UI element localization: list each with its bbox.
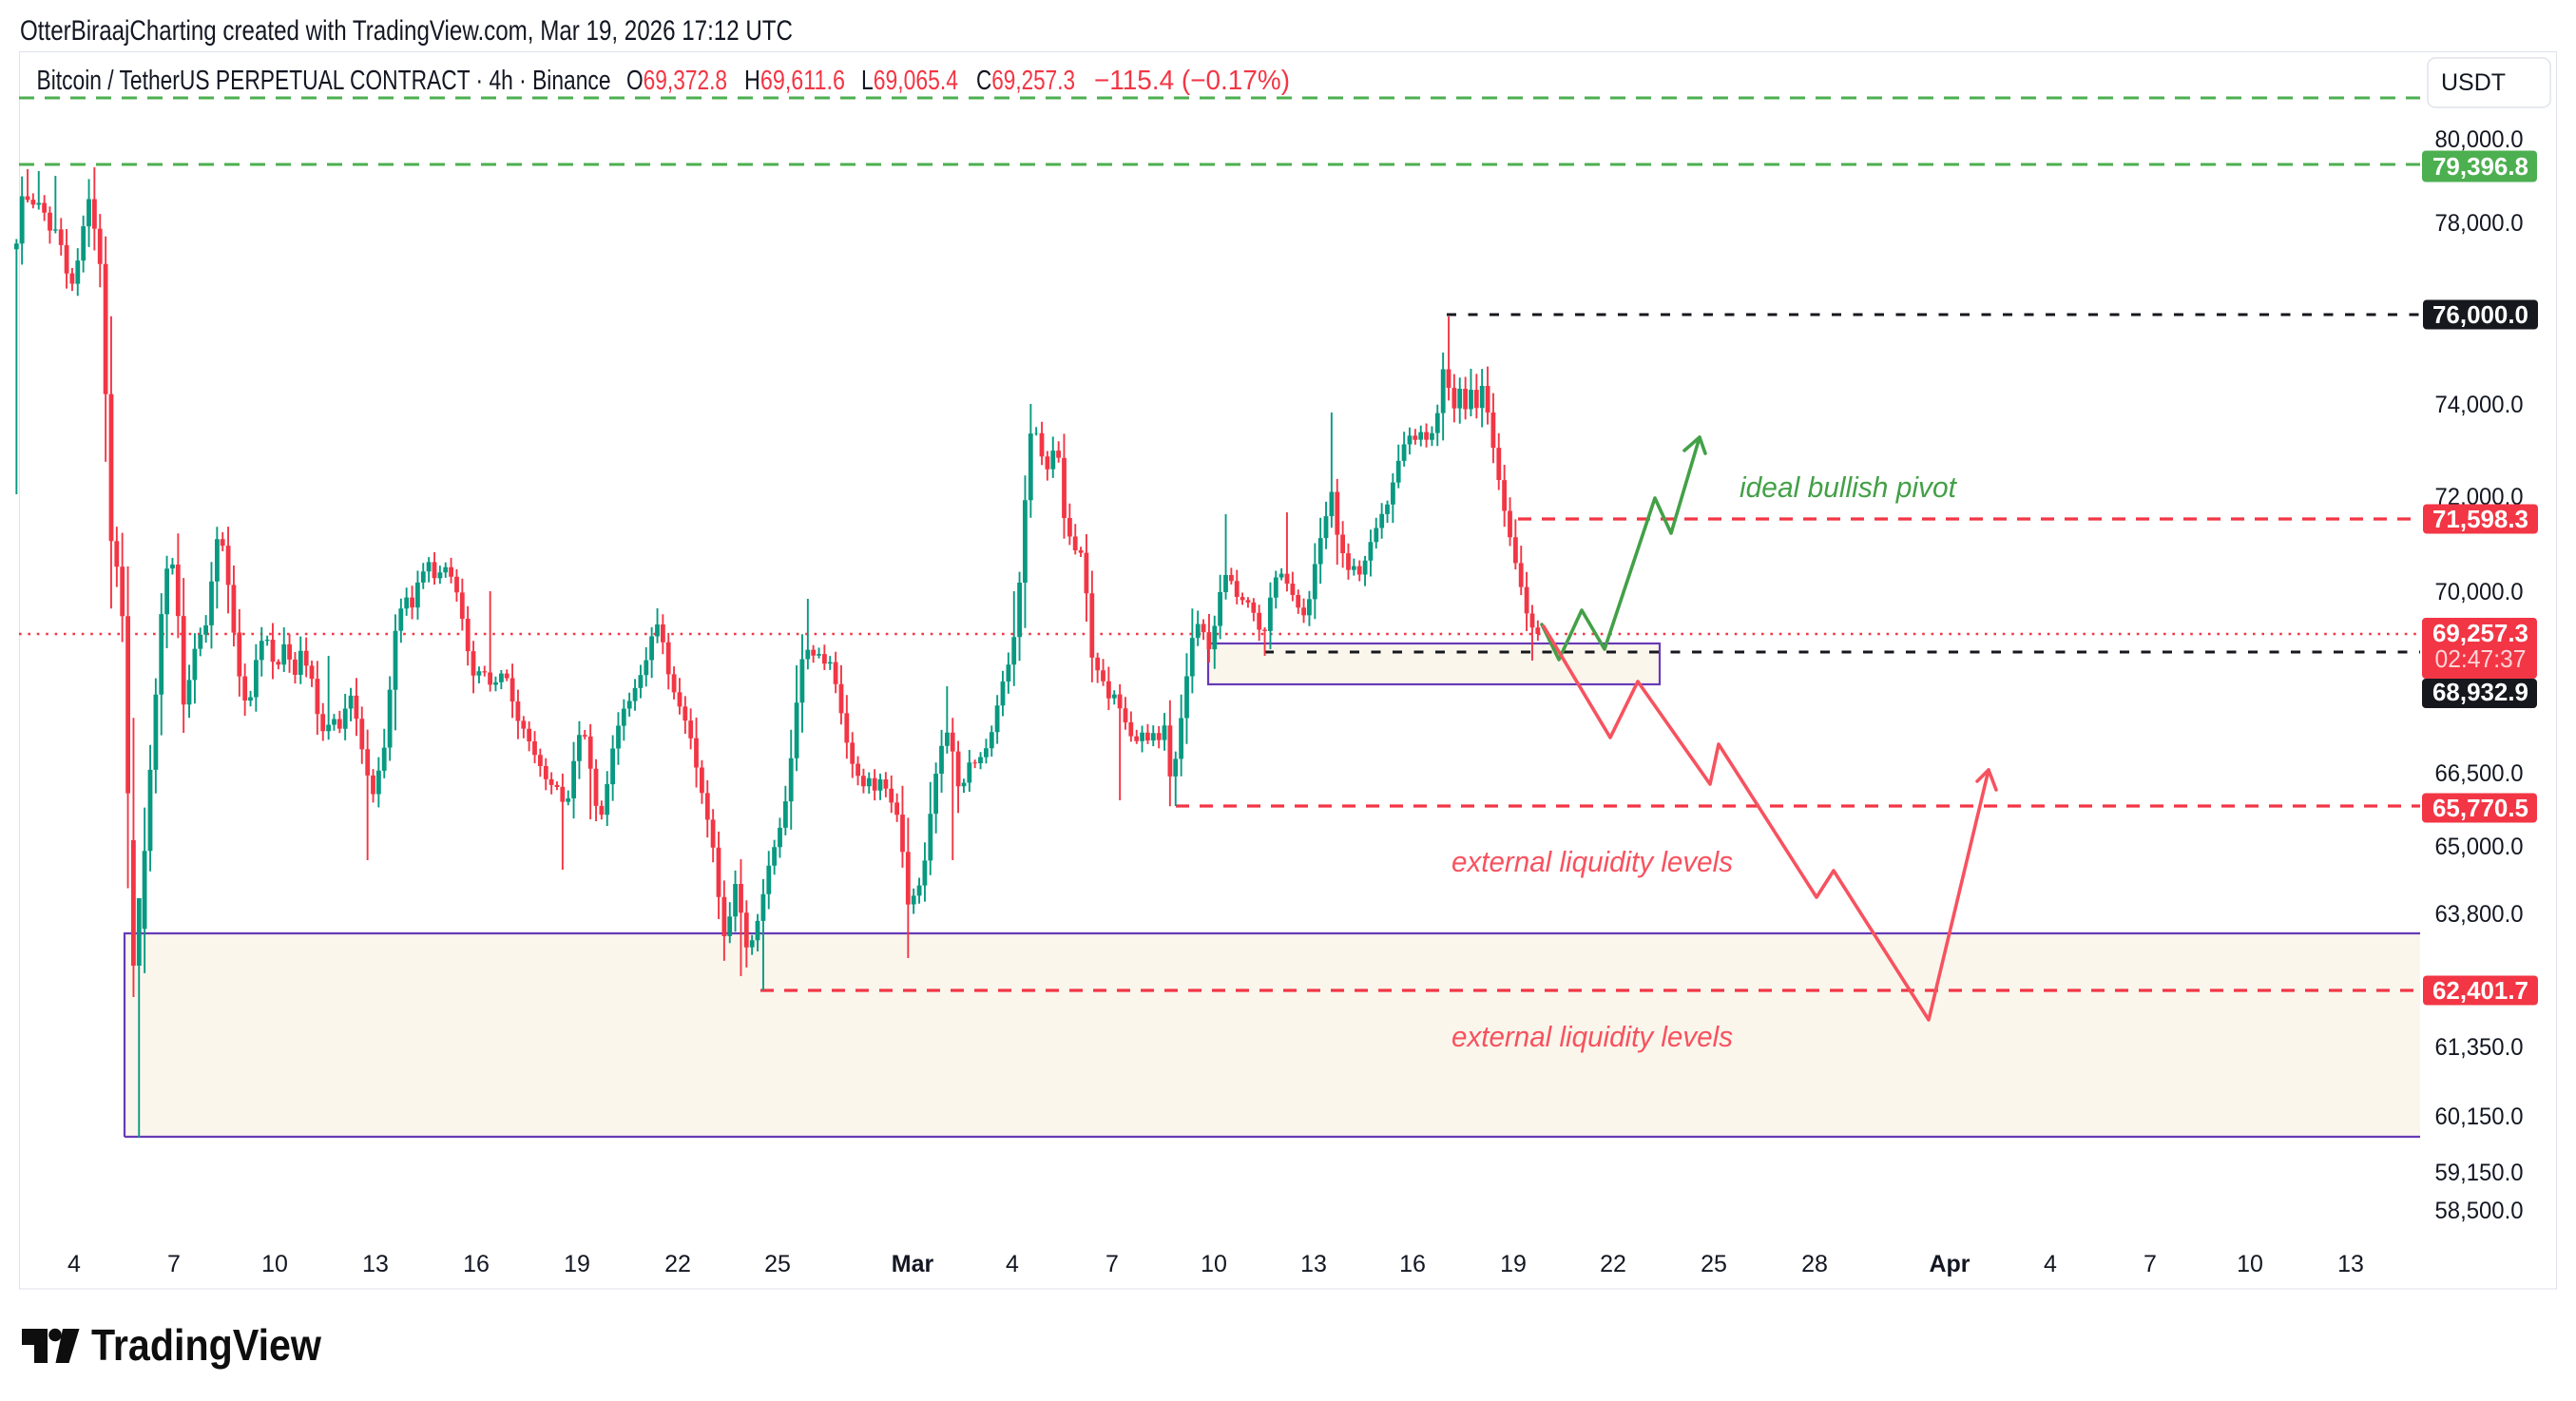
svg-text:O69,372.8: O69,372.8 (626, 66, 727, 96)
svg-text:C69,257.3: C69,257.3 (976, 66, 1075, 96)
svg-text:79,396.8: 79,396.8 (2432, 152, 2528, 181)
svg-text:25: 25 (1701, 1251, 1727, 1277)
svg-text:H69,611.6: H69,611.6 (744, 66, 845, 96)
svg-text:7: 7 (2143, 1251, 2157, 1277)
svg-text:22: 22 (664, 1251, 691, 1277)
svg-text:4: 4 (2044, 1251, 2057, 1277)
svg-text:59,150.0: 59,150.0 (2435, 1160, 2524, 1186)
svg-text:69,257.3: 69,257.3 (2432, 619, 2528, 647)
svg-text:65,000.0: 65,000.0 (2435, 834, 2524, 860)
svg-text:13: 13 (362, 1251, 389, 1277)
svg-text:10: 10 (2237, 1251, 2263, 1277)
svg-text:60,150.0: 60,150.0 (2435, 1104, 2524, 1130)
svg-text:19: 19 (564, 1251, 590, 1277)
svg-text:74,000.0: 74,000.0 (2435, 392, 2524, 418)
svg-text:80,000.0: 80,000.0 (2435, 126, 2524, 153)
svg-text:70,000.0: 70,000.0 (2435, 579, 2524, 605)
svg-text:7: 7 (167, 1251, 181, 1277)
svg-text:L69,065.4: L69,065.4 (861, 66, 958, 96)
svg-text:66,500.0: 66,500.0 (2435, 760, 2524, 787)
svg-text:16: 16 (1399, 1251, 1426, 1277)
svg-text:USDT: USDT (2441, 69, 2506, 96)
svg-text:Apr: Apr (1929, 1251, 1970, 1277)
svg-text:external liquidity levels: external liquidity levels (1451, 1020, 1733, 1053)
svg-text:02:47:37: 02:47:37 (2435, 644, 2527, 673)
svg-text:Bitcoin / TetherUS PERPETUAL C: Bitcoin / TetherUS PERPETUAL CONTRACT · … (37, 66, 611, 96)
svg-text:62,401.7: 62,401.7 (2432, 976, 2528, 1005)
svg-text:OtterBiraajCharting created wi: OtterBiraajCharting created with Trading… (20, 15, 793, 47)
svg-text:13: 13 (1300, 1251, 1327, 1277)
svg-text:58,500.0: 58,500.0 (2435, 1198, 2524, 1224)
svg-text:16: 16 (463, 1251, 490, 1277)
svg-text:76,000.0: 76,000.0 (2432, 300, 2528, 329)
svg-text:10: 10 (261, 1251, 288, 1277)
svg-text:4: 4 (1006, 1251, 1019, 1277)
svg-text:4: 4 (67, 1251, 81, 1277)
svg-text:63,800.0: 63,800.0 (2435, 901, 2524, 928)
svg-text:78,000.0: 78,000.0 (2435, 210, 2524, 237)
svg-text:65,770.5: 65,770.5 (2432, 794, 2528, 822)
svg-text:TradingView: TradingView (91, 1320, 321, 1370)
svg-text:ideal bullish pivot: ideal bullish pivot (1740, 470, 1957, 504)
svg-text:22: 22 (1600, 1251, 1626, 1277)
svg-text:13: 13 (2337, 1251, 2364, 1277)
svg-text:7: 7 (1105, 1251, 1119, 1277)
svg-text:25: 25 (764, 1251, 791, 1277)
svg-text:19: 19 (1500, 1251, 1527, 1277)
svg-text:−115.4 (−0.17%): −115.4 (−0.17%) (1094, 66, 1290, 96)
svg-text:10: 10 (1201, 1251, 1227, 1277)
svg-text:61,350.0: 61,350.0 (2435, 1034, 2524, 1061)
svg-text:28: 28 (1801, 1251, 1828, 1277)
svg-text:71,598.3: 71,598.3 (2432, 505, 2528, 533)
svg-text:Mar: Mar (892, 1251, 934, 1277)
svg-text:external liquidity levels: external liquidity levels (1451, 845, 1733, 878)
svg-text:68,932.9: 68,932.9 (2432, 678, 2528, 706)
